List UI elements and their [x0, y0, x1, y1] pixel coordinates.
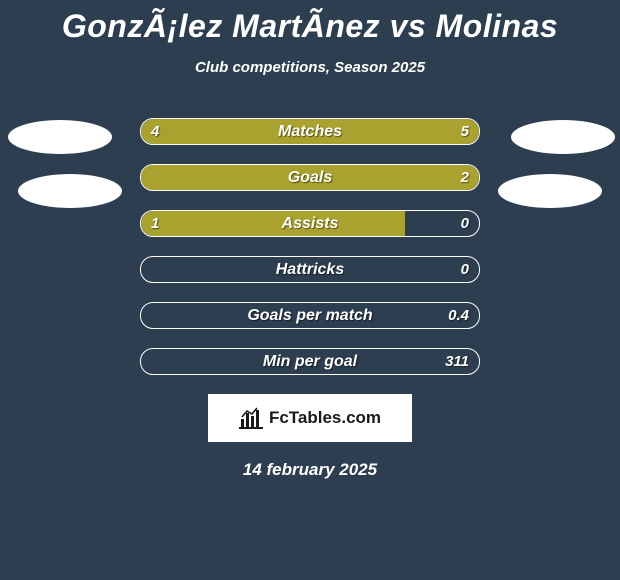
stat-row: Goals2: [140, 164, 480, 191]
stat-label: Matches: [141, 119, 479, 144]
avatar-left-1: [8, 120, 112, 154]
subtitle: Club competitions, Season 2025: [0, 59, 620, 76]
stat-value-left: 4: [151, 119, 159, 144]
stat-label: Hattricks: [141, 257, 479, 282]
avatar-right-2: [498, 174, 602, 208]
stat-value-right: 0: [461, 257, 469, 282]
stat-label: Assists: [141, 211, 479, 236]
avatar-left-2: [18, 174, 122, 208]
stat-value-left: 1: [151, 211, 159, 236]
chart-icon: [239, 407, 263, 429]
page-title: GonzÃ¡lez MartÃ­nez vs Molinas: [0, 8, 620, 45]
stat-label: Goals: [141, 165, 479, 190]
stat-row: Min per goal311: [140, 348, 480, 375]
stat-row: Hattricks0: [140, 256, 480, 283]
stat-row: Goals per match0.4: [140, 302, 480, 329]
date-label: 14 february 2025: [0, 460, 620, 480]
stat-row: Matches4 5: [140, 118, 480, 145]
logo-box[interactable]: FcTables.com: [208, 394, 412, 442]
comparison-card: GonzÃ¡lez MartÃ­nez vs Molinas Club comp…: [0, 0, 620, 580]
stat-value-right: 0.4: [448, 303, 469, 328]
stat-label: Min per goal: [141, 349, 479, 374]
avatar-right-1: [511, 120, 615, 154]
stat-value-right: 0: [461, 211, 469, 236]
stat-value-right: 311: [445, 349, 469, 374]
logo-text: FcTables.com: [269, 408, 381, 428]
stat-label: Goals per match: [141, 303, 479, 328]
stat-value-right: 5: [461, 119, 469, 144]
stat-value-right: 2: [461, 165, 469, 190]
stat-row: Assists1 0: [140, 210, 480, 237]
comparison-bars: Matches45Goals2Assists10Hattricks0Goals …: [140, 118, 480, 375]
